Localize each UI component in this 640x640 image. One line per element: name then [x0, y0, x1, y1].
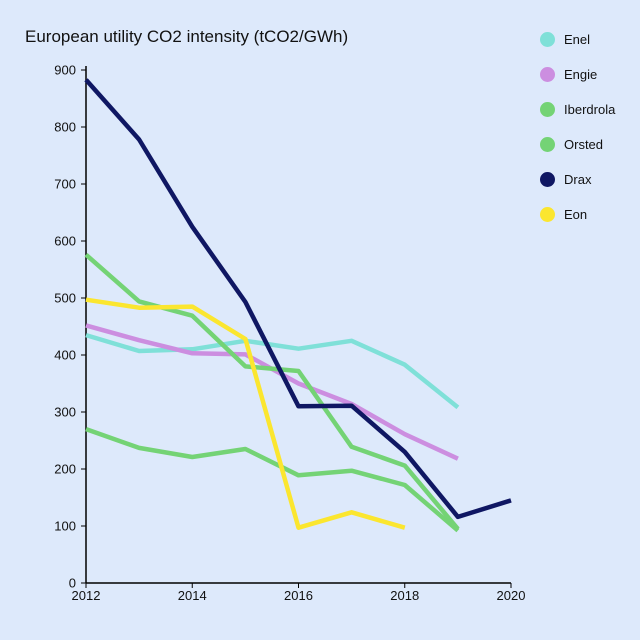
series-line-enel: [85, 332, 460, 410]
y-tick-label: 300: [54, 405, 76, 420]
y-tick-label: 200: [54, 462, 76, 477]
legend-item-drax: Drax: [540, 162, 615, 197]
x-tick-label: 2018: [390, 588, 419, 603]
y-tick-label: 0: [69, 576, 76, 591]
y-tick-label: 700: [54, 177, 76, 192]
legend-swatch: [540, 172, 555, 187]
y-tick-label: 600: [54, 234, 76, 249]
series-line-eon: [85, 297, 406, 530]
series-line-drax: [84, 78, 512, 520]
legend-item-orsted: Orsted: [540, 127, 615, 162]
legend-swatch: [540, 102, 555, 117]
legend-label: Engie: [564, 67, 598, 82]
legend-label: Eon: [564, 207, 588, 222]
legend-item-eon: Eon: [540, 197, 615, 232]
legend-item-enel: Enel: [540, 22, 615, 57]
legend-label: Enel: [564, 32, 591, 47]
legend-item-engie: Engie: [540, 57, 615, 92]
legend-swatch: [540, 32, 555, 47]
x-tick-label: 2016: [284, 588, 313, 603]
x-tick-label: 2014: [178, 588, 207, 603]
x-tick-label: 2020: [497, 588, 526, 603]
series-line-orsted: [84, 253, 460, 531]
legend-label: Drax: [564, 172, 592, 187]
chart-title: European utility CO2 intensity (tCO2/GWh…: [25, 27, 349, 46]
y-tick-label: 100: [54, 519, 76, 534]
y-tick-label: 800: [54, 120, 76, 135]
y-tick-label: 500: [54, 291, 76, 306]
x-tick-label: 2012: [72, 588, 101, 603]
legend-label: Iberdrola: [564, 102, 616, 117]
legend-swatch: [540, 137, 555, 152]
legend-swatch: [540, 207, 555, 222]
chart-legend: Enel Engie Iberdrola Orsted Drax Eon: [540, 22, 615, 232]
legend-item-iberdrola: Iberdrola: [540, 92, 615, 127]
y-tick-label: 400: [54, 348, 76, 363]
legend-label: Orsted: [564, 137, 604, 152]
y-tick-label: 900: [54, 63, 76, 78]
legend-swatch: [540, 67, 555, 82]
series-line-iberdrola: [85, 426, 460, 533]
